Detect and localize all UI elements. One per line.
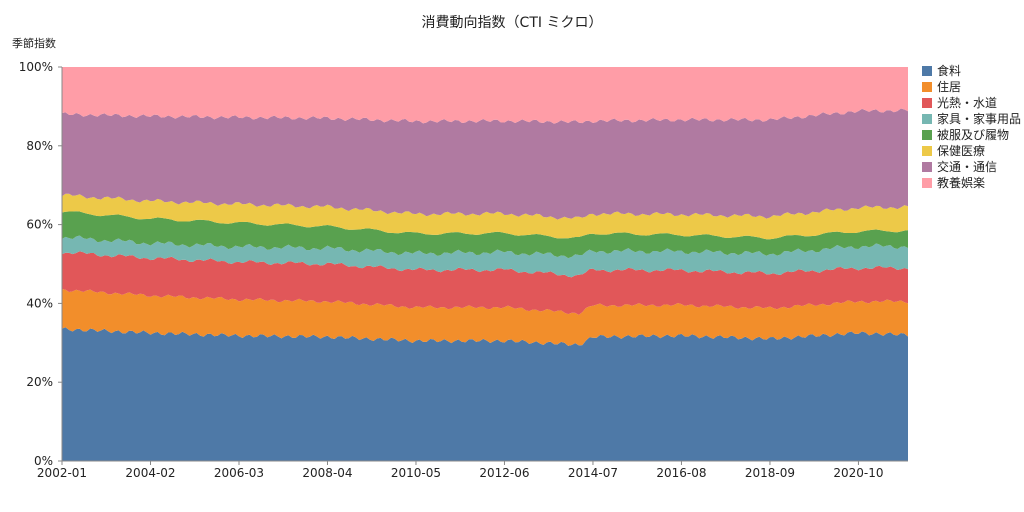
x-tick-label: 2016-08 <box>656 466 706 480</box>
y-tick-label: 80% <box>26 139 53 153</box>
legend-label: 交通・通信 <box>937 159 997 174</box>
axes: 0% 20% 40% 60% 80% 100% 2002-01 2004-02 2006-03 2… <box>19 60 908 480</box>
area-series-4 <box>62 235 908 278</box>
area-series-1 <box>62 327 908 461</box>
legend-swatch <box>922 178 932 188</box>
x-tick-label: 2008-04 <box>302 466 352 480</box>
legend-swatch <box>922 114 932 124</box>
legend-label: 教養娯楽 <box>937 175 985 190</box>
y-tick-label: 60% <box>26 218 53 232</box>
legend-label: 住居 <box>937 80 961 94</box>
area-series-7 <box>62 108 908 220</box>
x-tick-label: 2014-07 <box>568 466 618 480</box>
legend-item: 教養娯楽 <box>922 175 985 190</box>
legend-item: 交通・通信 <box>922 159 997 174</box>
area-series-8 <box>62 67 908 124</box>
legend-item: 保健医療 <box>922 144 985 158</box>
plot-area <box>62 67 908 461</box>
legend-item: 光熱・水道 <box>922 96 997 110</box>
y-tick-label: 100% <box>19 60 53 74</box>
legend-label: 被服及び履物 <box>937 128 1009 142</box>
legend-swatch <box>922 66 932 76</box>
x-tick-label: 2006-03 <box>214 466 264 480</box>
area-series-5 <box>62 211 908 259</box>
y-tick-label: 20% <box>26 375 53 389</box>
legend-swatch <box>922 98 932 108</box>
y-axis-label: 季節指数 <box>12 36 56 50</box>
area-series-2 <box>62 288 908 346</box>
legend-item: 家具・家事用品 <box>922 111 1021 126</box>
y-tick-label: 0% <box>34 454 53 468</box>
x-tick-label: 2002-01 <box>37 466 87 480</box>
legend-swatch <box>922 146 932 156</box>
x-tick-label: 2012-06 <box>479 466 529 480</box>
area-series-3 <box>62 251 908 315</box>
x-tick-label: 2018-09 <box>745 466 795 480</box>
x-tick-label: 2010-05 <box>391 466 441 480</box>
legend-swatch <box>922 162 932 172</box>
legend-item: 住居 <box>922 80 961 94</box>
area-series-6 <box>62 193 908 240</box>
x-tick-label: 2004-02 <box>125 466 175 480</box>
chart-title: 消費動向指数（CTI ミクロ） <box>422 15 603 31</box>
legend-label: 家具・家事用品 <box>937 111 1021 126</box>
legend-label: 保健医療 <box>937 144 985 158</box>
x-tick-label: 2020-10 <box>833 466 883 480</box>
legend-swatch <box>922 82 932 92</box>
legend-label: 食料 <box>937 63 961 78</box>
legend-item: 食料 <box>922 63 961 78</box>
y-tick-label: 40% <box>26 296 53 310</box>
legend-label: 光熱・水道 <box>937 96 997 110</box>
legend-item: 被服及び履物 <box>922 128 1009 142</box>
legend-swatch <box>922 130 932 140</box>
